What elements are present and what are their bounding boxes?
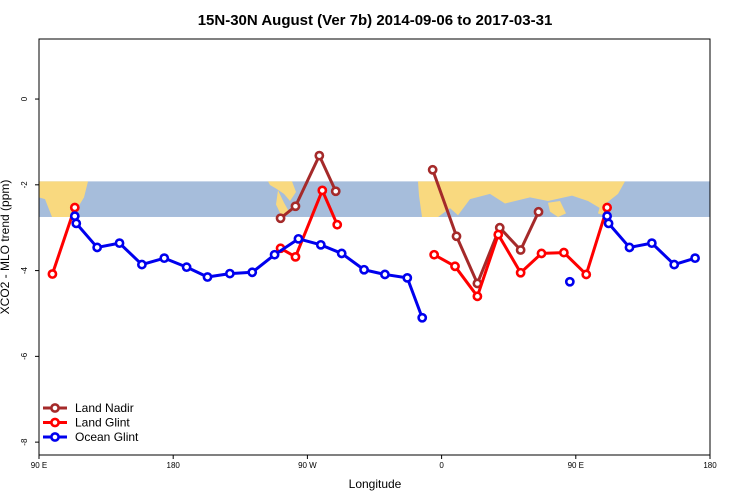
y-tick-label: -4	[20, 266, 29, 274]
y-tick-label: -6	[20, 352, 29, 360]
x-tick-label: 0	[439, 461, 444, 470]
data-point	[450, 261, 460, 272]
legend-swatch-point	[50, 417, 60, 428]
data-point	[581, 269, 592, 280]
x-tick-label: 90 W	[298, 461, 317, 470]
plot-frame	[38, 38, 711, 456]
data-point	[515, 245, 526, 255]
data-point	[71, 218, 82, 229]
data-point	[336, 248, 347, 259]
data-point	[536, 248, 547, 259]
y-tick-label: 0	[20, 96, 29, 101]
data-point	[202, 272, 213, 282]
data-point	[558, 247, 569, 258]
map-land	[548, 200, 566, 217]
series-ocean-glint	[69, 211, 700, 323]
data-point	[47, 269, 58, 279]
data-point	[429, 249, 440, 260]
data-point	[92, 242, 103, 253]
data-point	[690, 253, 700, 264]
data-point	[69, 202, 80, 213]
legend-label: Land Glint	[75, 416, 130, 430]
data-point	[602, 202, 613, 213]
x-axis: 90 E 180 90 W 0 90 E 180	[31, 455, 717, 470]
data-point	[646, 238, 657, 249]
y-axis-label: XCO2 - MLO trend (ppm)	[0, 180, 12, 315]
data-point	[315, 239, 326, 250]
legend-item-land-glint: Land Glint	[43, 416, 130, 430]
data-point	[380, 269, 390, 280]
data-point	[564, 276, 575, 287]
data-point	[330, 186, 341, 197]
data-point	[451, 231, 462, 242]
x-tick-label: 90 E	[31, 461, 47, 470]
data-point	[314, 150, 325, 161]
legend-label: Land Nadir	[75, 401, 134, 415]
data-point	[317, 185, 328, 196]
data-point	[624, 242, 635, 253]
map-land	[268, 181, 296, 201]
data-point	[603, 218, 614, 229]
data-point	[402, 272, 413, 283]
chart-title: 15N-30N August (Ver 7b) 2014-09-06 to 20…	[198, 12, 553, 29]
data-point	[290, 201, 301, 212]
legend-label: Ocean Glint	[75, 430, 139, 444]
data-point	[669, 259, 680, 270]
series-layer	[47, 150, 700, 323]
y-tick-label: -8	[20, 438, 29, 446]
data-point	[224, 268, 235, 279]
series-line	[279, 188, 339, 259]
data-point	[247, 267, 258, 278]
y-tick-label: -2	[20, 181, 29, 189]
data-point	[269, 249, 280, 260]
data-point	[359, 264, 369, 275]
data-point	[515, 267, 526, 278]
x-axis-label: Longitude	[349, 477, 402, 491]
data-point	[427, 164, 438, 175]
data-point	[472, 291, 483, 302]
series-land-glint	[47, 185, 613, 302]
data-point	[159, 253, 170, 264]
data-point	[332, 219, 343, 230]
map-land	[418, 181, 625, 217]
series-land-nadir	[275, 150, 544, 289]
legend-swatch-point	[50, 403, 60, 413]
data-point	[493, 229, 504, 240]
data-point	[293, 233, 304, 244]
data-point	[417, 312, 428, 323]
x-tick-label: 180	[167, 461, 181, 470]
data-point	[181, 262, 192, 273]
y-axis: 0 -2 -4 -6 -8	[20, 96, 39, 446]
data-point	[136, 259, 147, 270]
legend-item-land-nadir: Land Nadir	[43, 401, 134, 415]
map-land	[276, 190, 290, 217]
series-line	[279, 154, 338, 220]
data-point	[275, 213, 286, 224]
x-tick-label: 90 E	[568, 461, 584, 470]
data-point	[533, 206, 544, 217]
legend-item-ocean-glint: Ocean Glint	[43, 430, 139, 444]
legend-swatch-point	[50, 432, 60, 442]
x-tick-label: 180	[703, 461, 717, 470]
series-line	[73, 215, 424, 319]
data-point	[114, 238, 125, 249]
data-point	[290, 251, 301, 262]
series-line	[431, 169, 540, 285]
